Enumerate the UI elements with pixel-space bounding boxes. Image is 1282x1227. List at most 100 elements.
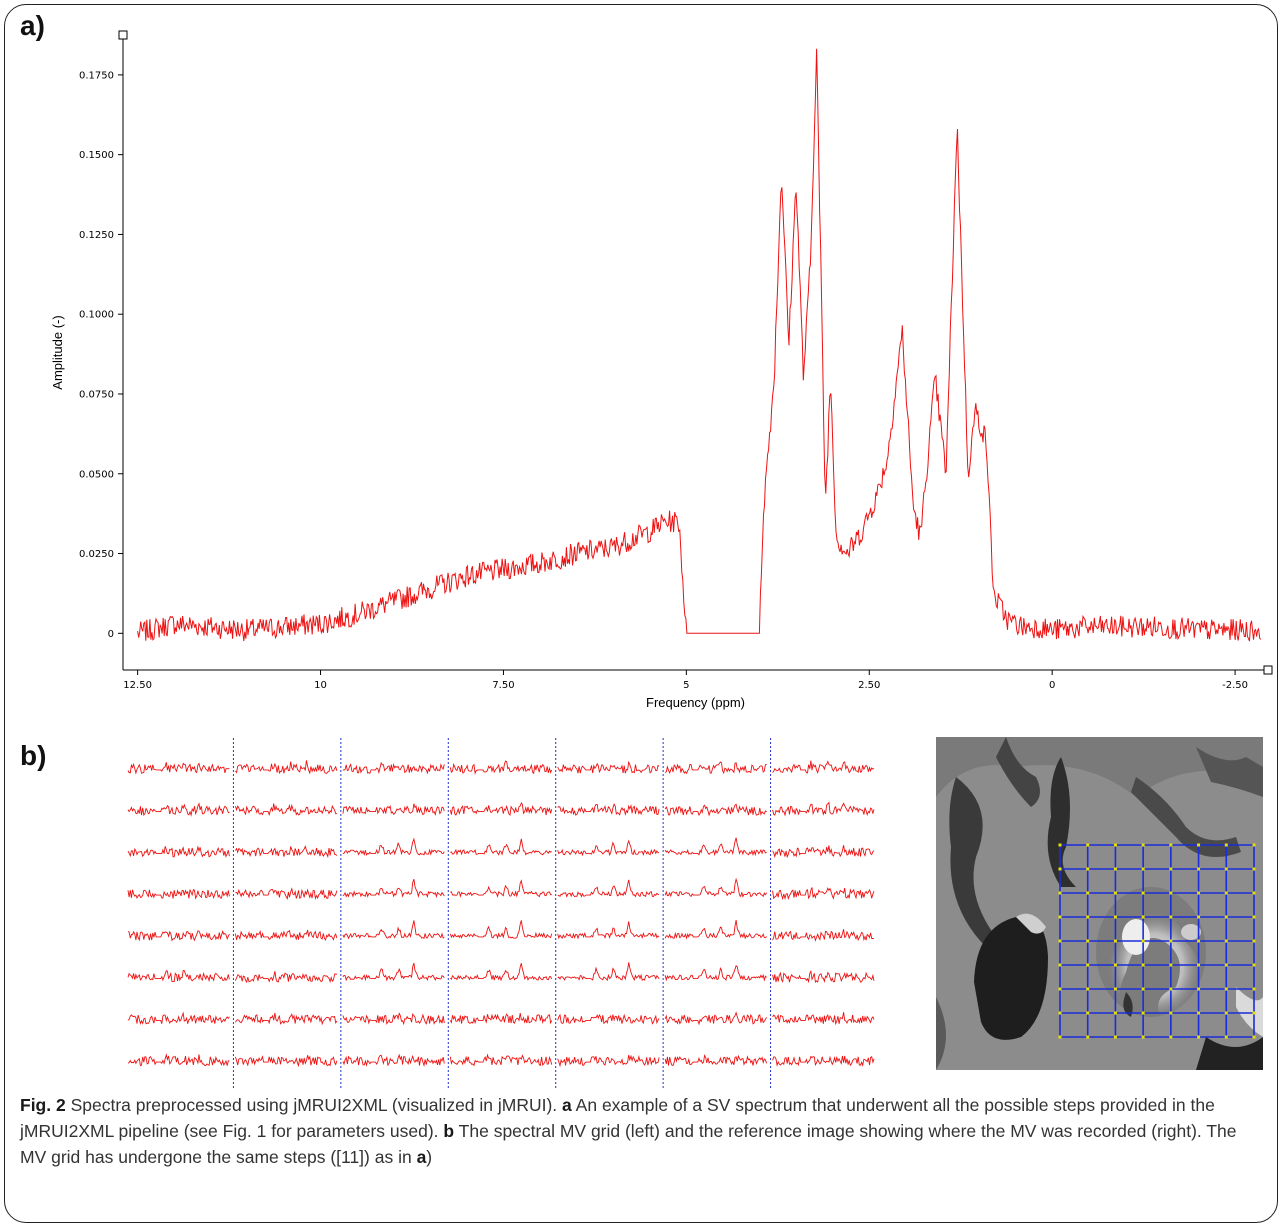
grid-node — [1169, 1011, 1173, 1015]
mv-voxel-spectrum — [450, 838, 552, 856]
grid-node — [1058, 1011, 1062, 1015]
mv-voxel-spectrum — [664, 1053, 768, 1066]
grid-node — [1252, 1035, 1256, 1039]
mv-voxel-spectrum — [127, 930, 230, 942]
x-tick-label: 10 — [314, 680, 327, 691]
mv-voxel-spectrum — [450, 879, 552, 898]
grid-node — [1252, 843, 1256, 847]
mv-voxel-spectrum — [235, 1012, 338, 1026]
caption-ref-a-2: a — [416, 1147, 427, 1167]
grid-node — [1141, 963, 1145, 967]
x-tick-label: 7.50 — [492, 680, 514, 691]
x-tick-label: 2.50 — [858, 680, 880, 691]
voxel-grid-overlay — [1058, 843, 1256, 1039]
caption-ref-a: a — [562, 1095, 572, 1115]
grid-node — [1086, 987, 1090, 991]
mv-voxel-spectrum — [557, 879, 660, 898]
grid-node — [1169, 915, 1173, 919]
caption-text-4: ) — [426, 1147, 433, 1167]
spectrum-chart: 0 0.0250 0.0500 0.0750 0.1000 0.1250 0.1500 0.1… — [50, 30, 1273, 710]
y-tick-label: 0.1500 — [79, 150, 114, 161]
grid-node — [1058, 987, 1062, 991]
grid-node — [1197, 1011, 1201, 1015]
y-tick-label: 0.1250 — [79, 230, 114, 241]
grid-node — [1058, 963, 1062, 967]
mv-voxel-spectrum — [342, 1053, 445, 1068]
grid-node — [1252, 891, 1256, 895]
grid-node — [1224, 939, 1228, 943]
grid-node — [1252, 867, 1256, 871]
figure-caption: Fig. 2 Spectra preprocessed using jMRUI2… — [20, 1092, 1265, 1170]
caption-text-1: Spectra preprocessed using jMRUI2XML (vi… — [65, 1095, 563, 1115]
grid-node — [1086, 939, 1090, 943]
mv-voxel-spectrum — [664, 761, 767, 775]
mv-voxel-spectrum — [664, 803, 767, 817]
grid-node — [1224, 843, 1228, 847]
grid-node — [1058, 891, 1062, 895]
grid-node — [1141, 915, 1145, 919]
grid-node — [1252, 987, 1256, 991]
grid-node — [1224, 915, 1228, 919]
grid-node — [1197, 915, 1201, 919]
grid-node — [1197, 843, 1201, 847]
mv-voxel-spectrum — [235, 845, 338, 859]
mv-voxel-spectrum — [772, 1055, 875, 1067]
mv-voxel-spectrum — [449, 760, 553, 775]
panel-a-label: a) — [20, 10, 45, 41]
grid-node — [1086, 867, 1090, 871]
mv-voxel-spectrum — [342, 1012, 445, 1026]
mv-voxel-spectrum — [449, 802, 553, 816]
mv-voxel-spectrum — [234, 1055, 338, 1068]
mv-voxel-spectrum — [557, 760, 660, 774]
grid-node — [1224, 963, 1228, 967]
mv-voxel-spectrum — [664, 920, 767, 940]
grid-node — [1113, 939, 1117, 943]
mv-voxel-spectrum — [450, 963, 553, 982]
grid-node — [1197, 891, 1201, 895]
mv-voxel-spectrum — [127, 1011, 230, 1025]
grid-node — [1252, 915, 1256, 919]
mv-voxel-spectrum — [557, 1013, 660, 1025]
y-tick-label: 0 — [108, 629, 114, 640]
grid-node — [1169, 939, 1173, 943]
y-tick-label: 0.0500 — [79, 469, 114, 480]
mv-voxel-spectrum — [772, 887, 875, 901]
grid-node — [1224, 987, 1228, 991]
grid-node — [1197, 867, 1201, 871]
caption-text-2: An example of a SV spectrum that underwe… — [20, 1095, 1215, 1141]
grid-node — [1086, 891, 1090, 895]
grid-node — [1141, 867, 1145, 871]
mv-voxel-spectrum — [557, 962, 660, 982]
grid-node — [1141, 1035, 1145, 1039]
mv-voxel-spectrum — [772, 801, 875, 817]
grid-node — [1086, 915, 1090, 919]
mv-voxel-spectrum — [449, 1013, 553, 1025]
mv-voxel-spectrum — [234, 971, 338, 984]
x-tick-label: -2.50 — [1222, 680, 1248, 691]
grid-node — [1141, 891, 1145, 895]
mv-voxel-spectrum — [342, 803, 445, 816]
grid-node — [1141, 939, 1145, 943]
x-tick-label: 5 — [683, 680, 689, 691]
grid-node — [1169, 867, 1173, 871]
grid-node — [1197, 987, 1201, 991]
mv-voxel-spectrum — [127, 762, 230, 775]
grid-node — [1113, 963, 1117, 967]
grid-node — [1141, 843, 1145, 847]
mv-voxel-spectrum — [772, 929, 875, 942]
mv-voxel-spectrum — [342, 962, 445, 982]
mv-voxel-spectrum — [664, 1011, 767, 1026]
grid-node — [1141, 987, 1145, 991]
grid-node — [1169, 891, 1173, 895]
grid-node — [1252, 1011, 1256, 1015]
grid-node — [1086, 963, 1090, 967]
axis-handle-top — [118, 30, 128, 40]
grid-node — [1169, 987, 1173, 991]
grid-node — [1224, 1011, 1228, 1015]
mv-voxel-spectrum — [234, 929, 338, 941]
mv-voxel-spectrum — [127, 969, 230, 983]
mv-voxel-spectrum — [127, 1053, 230, 1067]
mv-voxel-spectrum — [772, 845, 875, 859]
y-axis-label: Amplitude (-) — [50, 315, 65, 389]
mv-voxel-spectrum — [664, 877, 767, 898]
